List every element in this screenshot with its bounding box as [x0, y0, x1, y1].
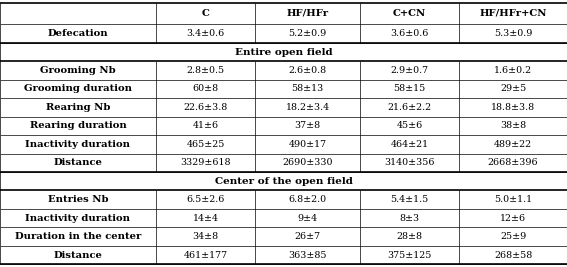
Text: 5.2±0.9: 5.2±0.9: [289, 29, 327, 38]
Text: C+CN: C+CN: [393, 9, 426, 18]
Text: HF/HFr+CN: HF/HFr+CN: [479, 9, 547, 18]
Text: 9±4: 9±4: [298, 214, 318, 223]
Text: 58±15: 58±15: [393, 84, 426, 93]
Text: 3.6±0.6: 3.6±0.6: [391, 29, 429, 38]
Text: 3329±618: 3329±618: [180, 158, 231, 167]
Text: Inactivity duration: Inactivity duration: [26, 214, 130, 223]
Text: 1.6±0.2: 1.6±0.2: [494, 66, 532, 75]
Text: 12±6: 12±6: [500, 214, 526, 223]
Text: Rearing Nb: Rearing Nb: [46, 103, 110, 112]
Text: 14±4: 14±4: [193, 214, 218, 223]
Text: Entries Nb: Entries Nb: [48, 195, 108, 204]
Text: Duration in the center: Duration in the center: [15, 232, 141, 241]
Text: 29±5: 29±5: [500, 84, 526, 93]
Text: Defecation: Defecation: [48, 29, 108, 38]
Text: 5.3±0.9: 5.3±0.9: [494, 29, 532, 38]
Text: 37±8: 37±8: [294, 121, 321, 130]
Text: 26±7: 26±7: [294, 232, 321, 241]
Text: 38±8: 38±8: [500, 121, 526, 130]
Text: 18.8±3.8: 18.8±3.8: [491, 103, 535, 112]
Text: 8±3: 8±3: [400, 214, 420, 223]
Text: HF/HFr: HF/HFr: [286, 9, 329, 18]
Text: 2.8±0.5: 2.8±0.5: [187, 66, 225, 75]
Text: Distance: Distance: [53, 251, 103, 260]
Text: 6.8±2.0: 6.8±2.0: [289, 195, 327, 204]
Text: 22.6±3.8: 22.6±3.8: [183, 103, 228, 112]
Text: 2668±396: 2668±396: [488, 158, 539, 167]
Text: 28±8: 28±8: [397, 232, 422, 241]
Text: Grooming duration: Grooming duration: [24, 84, 132, 93]
Text: 375±125: 375±125: [387, 251, 432, 260]
Text: Distance: Distance: [53, 158, 103, 167]
Text: 60±8: 60±8: [192, 84, 219, 93]
Text: 461±177: 461±177: [184, 251, 227, 260]
Text: 465±25: 465±25: [187, 140, 225, 149]
Text: 363±85: 363±85: [289, 251, 327, 260]
Text: 3140±356: 3140±356: [384, 158, 435, 167]
Text: 41±6: 41±6: [192, 121, 219, 130]
Text: 34±8: 34±8: [192, 232, 219, 241]
Text: 2.6±0.8: 2.6±0.8: [289, 66, 327, 75]
Text: 2690±330: 2690±330: [282, 158, 333, 167]
Text: 25±9: 25±9: [500, 232, 526, 241]
Text: 45±6: 45±6: [396, 121, 423, 130]
Text: 490±17: 490±17: [289, 140, 327, 149]
Text: 2.9±0.7: 2.9±0.7: [391, 66, 429, 75]
Text: 18.2±3.4: 18.2±3.4: [286, 103, 329, 112]
Text: Rearing duration: Rearing duration: [29, 121, 126, 130]
Text: 5.0±1.1: 5.0±1.1: [494, 195, 532, 204]
Text: 21.6±2.2: 21.6±2.2: [388, 103, 431, 112]
Text: 58±13: 58±13: [291, 84, 324, 93]
Text: 268±58: 268±58: [494, 251, 532, 260]
Text: C: C: [202, 9, 209, 18]
Text: Center of the open field: Center of the open field: [214, 177, 353, 186]
Text: Entire open field: Entire open field: [235, 48, 332, 57]
Text: 464±21: 464±21: [391, 140, 429, 149]
Text: 5.4±1.5: 5.4±1.5: [391, 195, 429, 204]
Text: Inactivity duration: Inactivity duration: [26, 140, 130, 149]
Text: 6.5±2.6: 6.5±2.6: [187, 195, 225, 204]
Text: 3.4±0.6: 3.4±0.6: [187, 29, 225, 38]
Text: 489±22: 489±22: [494, 140, 532, 149]
Text: Grooming Nb: Grooming Nb: [40, 66, 116, 75]
